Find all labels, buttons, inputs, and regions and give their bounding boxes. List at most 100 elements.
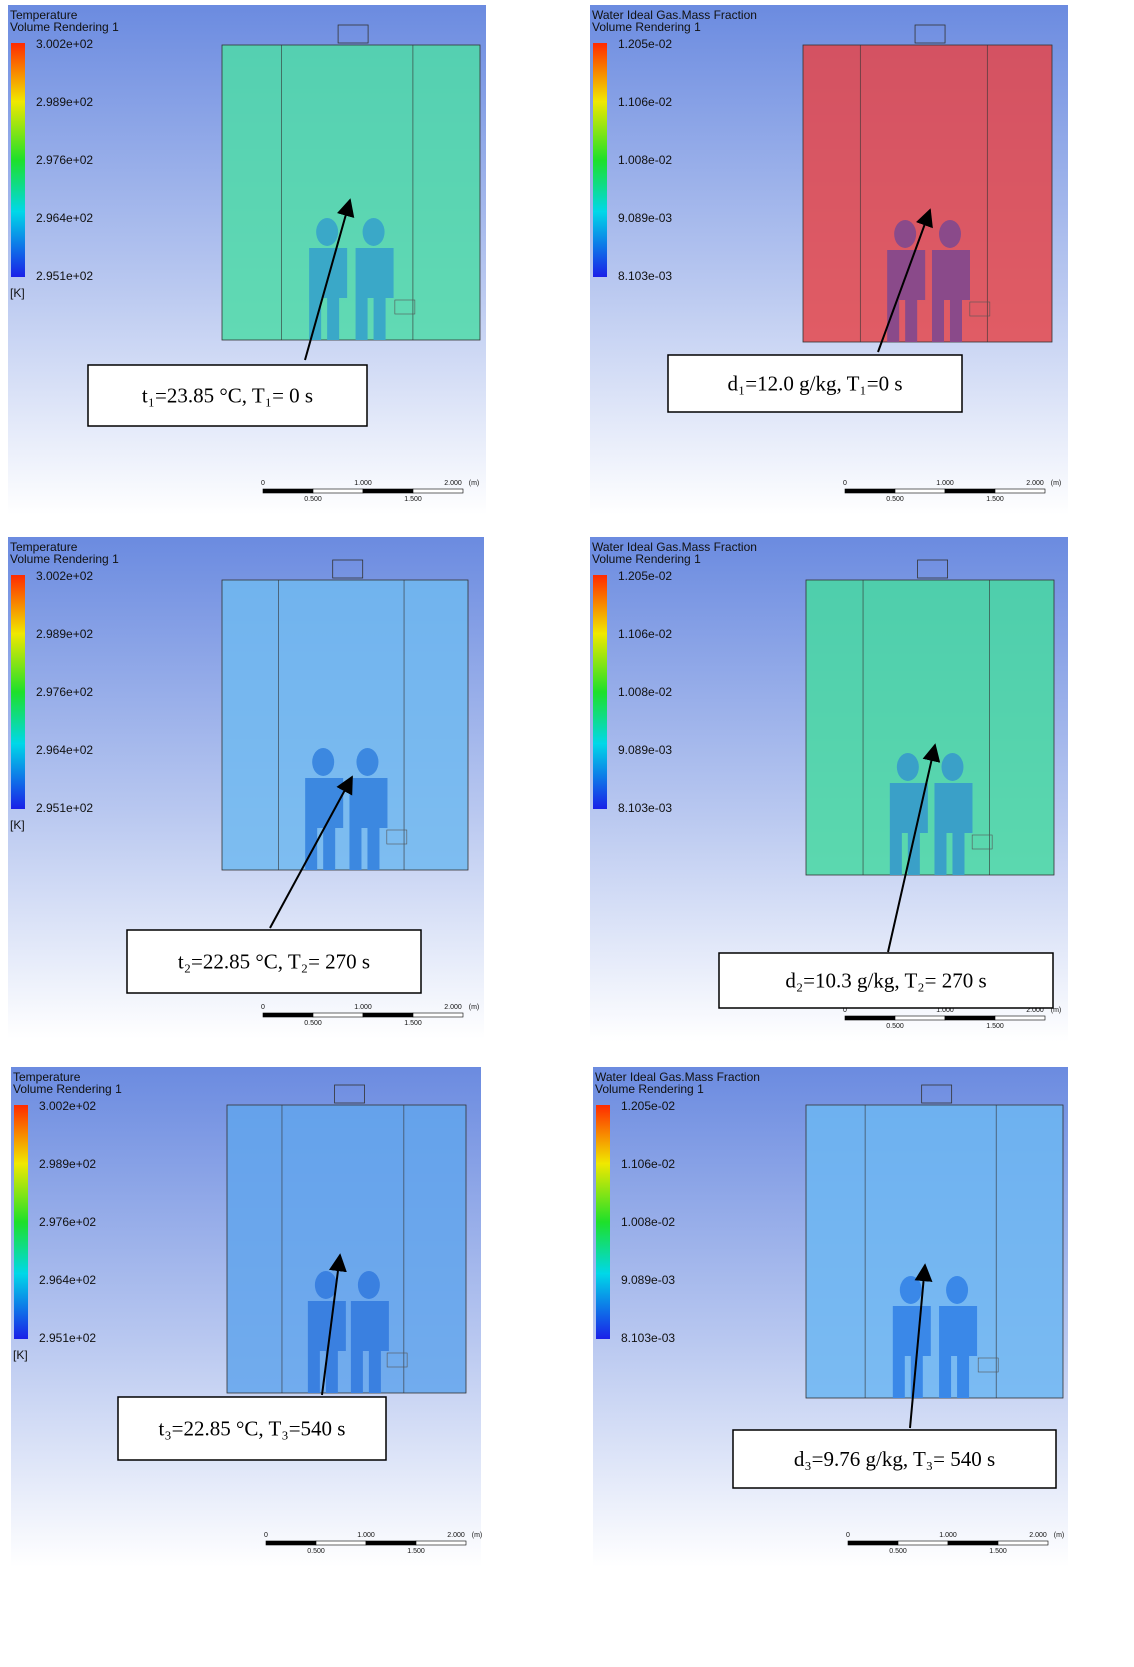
occupant-torso [939, 1306, 977, 1356]
legend-label: 2.951e+02 [36, 269, 93, 283]
scale-bar-segment [413, 1013, 463, 1017]
legend-label: 1.205e-02 [618, 37, 672, 51]
scale-bar-segment [845, 489, 895, 493]
scale-label: 1.500 [404, 1020, 422, 1027]
occupant-leg [305, 828, 317, 870]
color-bar [11, 575, 25, 809]
scale-label: 2.000 [1029, 1532, 1047, 1539]
legend-unit: [K] [13, 1348, 28, 1362]
legend-label: 2.964e+02 [36, 211, 93, 225]
scale-label: 1.500 [986, 496, 1004, 503]
occupant-head [316, 218, 338, 246]
scale-bar-segment [945, 489, 995, 493]
scale-bar-segment [413, 489, 463, 493]
occupant-head [356, 748, 378, 776]
scale-label: 0 [843, 480, 847, 487]
legend-unit: [K] [10, 818, 25, 832]
occupant-head [946, 1276, 968, 1304]
legend-label: 8.103e-03 [621, 1331, 675, 1345]
occupant-leg [349, 828, 361, 870]
occupant-leg [932, 300, 944, 342]
scale-label: 0.500 [304, 496, 322, 503]
annotation-text: t₁=23.85 °C, T₁= 0 s [142, 384, 313, 408]
legend-subtitle: Volume Rendering 1 [595, 1082, 704, 1096]
occupant-leg [374, 298, 386, 340]
legend-label: 2.989e+02 [36, 95, 93, 109]
room-volume [806, 1105, 1063, 1398]
occupant-head [363, 218, 385, 246]
occupant-torso [356, 248, 394, 298]
occupant-head [358, 1271, 380, 1299]
scale-bar-segment [313, 1013, 363, 1017]
legend-label: 2.964e+02 [39, 1273, 96, 1287]
scale-bar-segment [995, 1016, 1045, 1020]
scale-label: 0.500 [889, 1548, 907, 1555]
occupant-head [312, 748, 334, 776]
legend-label: 1.205e-02 [618, 569, 672, 583]
annotation-text: d₁=12.0 g/kg, T₁=0 s [727, 372, 902, 396]
scale-label: (m) [1054, 1532, 1065, 1539]
legend-label: 2.989e+02 [36, 627, 93, 641]
color-bar [596, 1105, 610, 1339]
room-volume [806, 580, 1054, 875]
scale-label: 2.000 [1026, 480, 1044, 487]
legend-unit: [K] [10, 286, 25, 300]
annotation-text: t₃=22.85 °C, T₃=540 s [159, 1417, 346, 1441]
scale-label: 1.000 [354, 1004, 372, 1011]
occupant-torso [890, 783, 928, 833]
panel: TemperatureVolume Rendering 13.002e+022.… [8, 537, 484, 1039]
occupant-leg [934, 833, 946, 875]
legend-label: 1.008e-02 [618, 685, 672, 699]
color-bar [593, 43, 607, 277]
scale-label: 0 [264, 1532, 268, 1539]
legend-label: 1.106e-02 [618, 95, 672, 109]
legend-label: 1.008e-02 [618, 153, 672, 167]
legend-label: 9.089e-03 [621, 1273, 675, 1287]
occupant-torso [308, 1301, 346, 1351]
scale-bar-segment [266, 1541, 316, 1545]
legend-label: 1.106e-02 [618, 627, 672, 641]
scale-bar-segment [995, 489, 1045, 493]
scale-bar-segment [895, 1016, 945, 1020]
scale-bar-segment [948, 1541, 998, 1545]
occupant-head [900, 1276, 922, 1304]
figure: TemperatureVolume Rendering 13.002e+022.… [0, 0, 1134, 1667]
scale-label: 2.000 [444, 1004, 462, 1011]
annotation-text: t₂=22.85 °C, T₂= 270 s [178, 950, 370, 974]
occupant-leg [351, 1351, 363, 1393]
color-bar [14, 1105, 28, 1339]
occupant-torso [893, 1306, 931, 1356]
legend-subtitle: Volume Rendering 1 [592, 20, 701, 34]
legend-label: 3.002e+02 [36, 37, 93, 51]
room-volume [222, 45, 480, 340]
scale-label: 1.500 [407, 1548, 425, 1555]
occupant-leg [369, 1351, 381, 1393]
legend-label: 2.989e+02 [39, 1157, 96, 1171]
occupant-head [939, 220, 961, 248]
scale-label: 1.500 [404, 496, 422, 503]
scale-bar-segment [845, 1016, 895, 1020]
legend-subtitle: Volume Rendering 1 [13, 1082, 122, 1096]
annotation-text: d₃=9.76 g/kg, T₃= 540 s [794, 1447, 995, 1471]
occupant-leg [893, 1356, 905, 1398]
room-volume [803, 45, 1052, 342]
scale-bar-segment [363, 1013, 413, 1017]
annotation-text: d₂=10.3 g/kg, T₂= 270 s [785, 969, 986, 993]
scale-bar-segment [313, 489, 363, 493]
scale-bar-segment [363, 489, 413, 493]
scale-label: 1.500 [986, 1023, 1004, 1030]
occupant-leg [308, 1351, 320, 1393]
legend-subtitle: Volume Rendering 1 [10, 552, 119, 566]
scale-bar-segment [263, 489, 313, 493]
scale-bar-segment [263, 1013, 313, 1017]
scale-label: 2.000 [447, 1532, 465, 1539]
occupant-leg [957, 1356, 969, 1398]
legend-label: 2.951e+02 [36, 801, 93, 815]
occupant-head [941, 753, 963, 781]
occupant-leg [356, 298, 368, 340]
scale-bar-segment [848, 1541, 898, 1545]
scale-bar-segment [998, 1541, 1048, 1545]
occupant-head [897, 753, 919, 781]
occupant-leg [309, 298, 321, 340]
occupant-leg [890, 833, 902, 875]
